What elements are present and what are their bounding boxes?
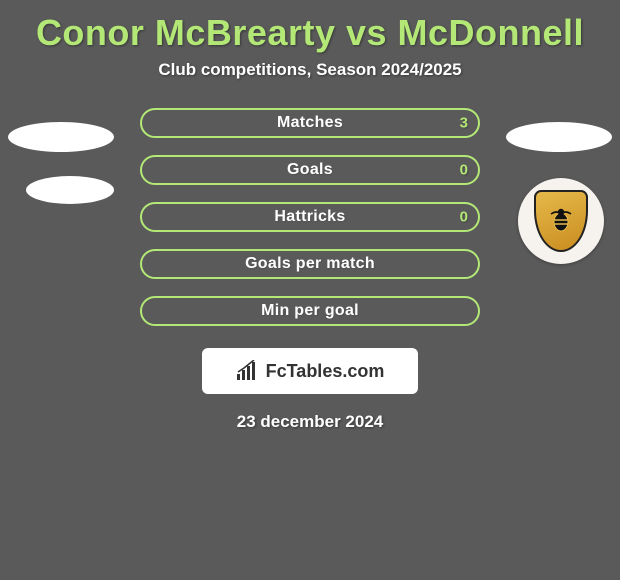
stat-right-value: 3: [460, 115, 468, 132]
stat-right-value: 0: [460, 162, 468, 179]
stat-row-min-per-goal: Min per goal: [140, 296, 480, 326]
branding-text: FcTables.com: [266, 361, 385, 382]
page-title: Conor McBrearty vs McDonnell: [0, 0, 620, 60]
date-label: 23 december 2024: [0, 394, 620, 432]
stat-row-goals: Goals 0: [140, 155, 480, 185]
stat-label: Min per goal: [142, 302, 478, 320]
shield-icon: [534, 190, 588, 252]
stat-row-matches: Matches 3: [140, 108, 480, 138]
stat-label: Matches: [142, 114, 478, 132]
stats-container: Matches 3 Goals 0 Hattricks 0 Goals per …: [140, 108, 480, 326]
club-left-avatar: [26, 176, 114, 204]
page-subtitle: Club competitions, Season 2024/2025: [0, 60, 620, 108]
stat-row-hattricks: Hattricks 0: [140, 202, 480, 232]
branding-badge: FcTables.com: [202, 348, 418, 394]
player-left-avatar: [8, 122, 114, 152]
stat-label: Goals: [142, 161, 478, 179]
stat-right-value: 0: [460, 209, 468, 226]
stat-label: Hattricks: [142, 208, 478, 226]
stat-row-goals-per-match: Goals per match: [140, 249, 480, 279]
wasp-icon: [547, 206, 575, 234]
bar-chart-icon: [236, 360, 262, 382]
club-right-crest: [518, 178, 604, 264]
player-right-avatar: [506, 122, 612, 152]
stat-label: Goals per match: [142, 255, 478, 273]
